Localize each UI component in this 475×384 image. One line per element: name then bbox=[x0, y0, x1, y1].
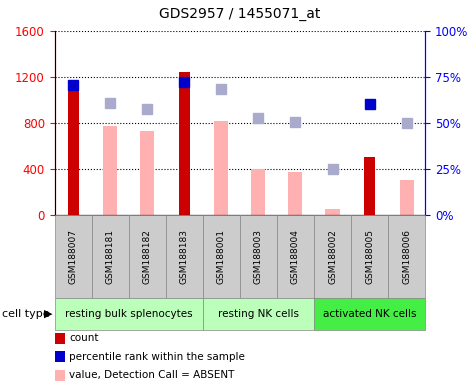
Text: GSM188002: GSM188002 bbox=[328, 229, 337, 284]
Text: GSM188004: GSM188004 bbox=[291, 229, 300, 284]
Text: GSM188005: GSM188005 bbox=[365, 229, 374, 284]
Text: cell type: cell type bbox=[2, 309, 50, 319]
Bar bbox=[288, 172, 303, 215]
Bar bbox=[179, 72, 190, 215]
Text: count: count bbox=[69, 333, 98, 343]
Text: activated NK cells: activated NK cells bbox=[323, 309, 416, 319]
Bar bbox=[251, 169, 266, 215]
Text: GSM188003: GSM188003 bbox=[254, 229, 263, 284]
Text: GDS2957 / 1455071_at: GDS2957 / 1455071_at bbox=[159, 7, 321, 21]
Text: percentile rank within the sample: percentile rank within the sample bbox=[69, 352, 245, 362]
Bar bbox=[325, 209, 340, 215]
Bar bbox=[214, 121, 228, 215]
Text: ▶: ▶ bbox=[44, 309, 52, 319]
Bar bbox=[103, 126, 117, 215]
Text: GSM188007: GSM188007 bbox=[69, 229, 77, 284]
Text: GSM188006: GSM188006 bbox=[402, 229, 411, 284]
Bar bbox=[364, 157, 375, 215]
Text: resting NK cells: resting NK cells bbox=[218, 309, 299, 319]
Text: GSM188183: GSM188183 bbox=[180, 229, 189, 284]
Text: GSM188182: GSM188182 bbox=[143, 229, 152, 284]
Text: resting bulk splenocytes: resting bulk splenocytes bbox=[65, 309, 192, 319]
Text: GSM188181: GSM188181 bbox=[106, 229, 114, 284]
Text: value, Detection Call = ABSENT: value, Detection Call = ABSENT bbox=[69, 370, 234, 380]
Bar bbox=[67, 83, 79, 215]
Text: GSM188001: GSM188001 bbox=[217, 229, 226, 284]
Bar bbox=[399, 180, 414, 215]
Bar bbox=[140, 131, 154, 215]
